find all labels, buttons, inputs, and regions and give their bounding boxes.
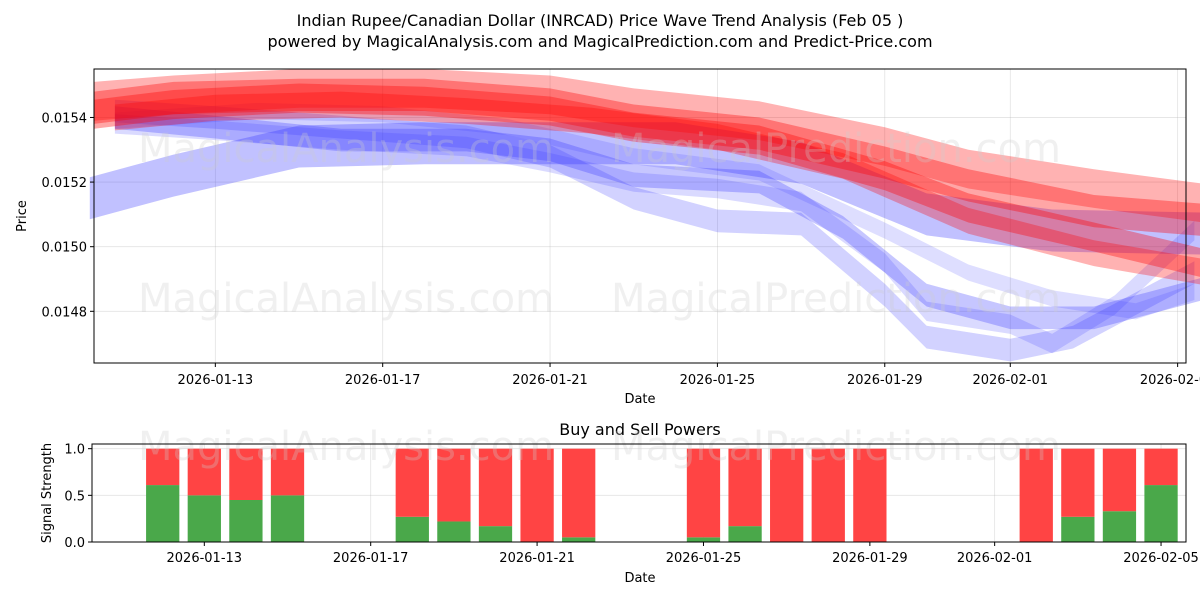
buy-bar <box>395 516 429 542</box>
blue-wave-band <box>89 122 1200 255</box>
buy-bar <box>562 537 596 542</box>
sell-bar <box>1144 448 1178 486</box>
power-x-axis-label: Date <box>624 571 655 586</box>
sell-bar <box>853 448 887 542</box>
buy-bar <box>1102 511 1137 542</box>
price-panel-watermarks: MagicalAnalysis.com MagicalPrediction.co… <box>138 126 1061 322</box>
sell-bar <box>1102 448 1137 512</box>
buy-bar <box>146 485 180 542</box>
watermark-analysis-bottom: MagicalAnalysis.com <box>138 424 554 470</box>
power-x-tick-label: 2026-01-29 <box>832 551 908 566</box>
price-y-tick-label: 0.0154 <box>42 111 88 126</box>
power-y-tick-label: 0.5 <box>64 489 85 504</box>
buy-bar <box>728 526 762 542</box>
power-x-tick-label: 2026-01-13 <box>167 551 243 566</box>
power-x-tick-label: 2026-02-01 <box>957 551 1033 566</box>
price-x-tick-label: 2026-01-29 <box>847 373 923 388</box>
red-wave-band <box>94 69 1200 223</box>
price-x-tick-label: 2026-01-21 <box>512 373 588 388</box>
power-panel-title: Buy and Sell Powers <box>559 420 721 439</box>
price-x-tick-label: 2026-02-05 <box>1140 373 1200 388</box>
blue-wave-band <box>114 106 1200 330</box>
watermark-analysis-top: MagicalAnalysis.com <box>138 126 554 172</box>
chart-title-line2: powered by MagicalAnalysis.com and Magic… <box>267 32 932 51</box>
price-x-tick-label: 2026-01-13 <box>178 373 254 388</box>
watermark-prediction-mid: MagicalPrediction.com <box>611 276 1061 322</box>
buy-bar <box>270 495 305 542</box>
sell-bar <box>395 448 429 517</box>
price-x-tick-label: 2026-01-17 <box>345 373 421 388</box>
sell-bar <box>520 448 554 542</box>
blue-wave-band <box>114 99 1195 362</box>
price-x-tick-label: 2026-01-25 <box>680 373 756 388</box>
buy-bar <box>1061 516 1095 542</box>
sell-bar <box>811 448 845 542</box>
power-x-tick-label: 2026-01-17 <box>333 551 409 566</box>
sell-bar <box>437 448 471 522</box>
sell-bar <box>187 448 221 496</box>
price-x-axis-label: Date <box>624 392 655 407</box>
red-wave-band <box>94 83 1200 277</box>
watermark-prediction-bottom: MagicalPrediction.com <box>611 424 1061 470</box>
buy-bar <box>229 500 263 542</box>
chart-title-line1: Indian Rupee/Canadian Dollar (INRCAD) Pr… <box>297 11 904 30</box>
buy-bar <box>686 537 721 542</box>
price-y-tick-label: 0.0150 <box>42 241 88 256</box>
sell-bar <box>229 448 263 500</box>
sell-bar <box>270 448 305 496</box>
watermark-analysis-mid: MagicalAnalysis.com <box>138 276 554 322</box>
price-panel-frame <box>93 68 1187 364</box>
buy-bar <box>187 495 221 542</box>
power-x-tick-label: 2026-02-05 <box>1123 551 1199 566</box>
red-wave-band <box>94 78 1200 236</box>
sell-bar <box>686 448 721 538</box>
price-y-tick-label: 0.0148 <box>42 305 88 320</box>
price-panel: MagicalAnalysis.com MagicalPrediction.co… <box>15 68 1200 407</box>
price-y-axis-label: Price <box>15 200 30 232</box>
power-x-tick-label: 2026-01-21 <box>499 551 575 566</box>
sell-bar <box>770 448 804 542</box>
power-x-tick-label: 2026-01-25 <box>666 551 742 566</box>
sell-bar <box>562 448 596 538</box>
power-panel-frame <box>91 443 1187 543</box>
buy-bar <box>478 526 513 542</box>
price-y-tick-label: 0.0152 <box>42 176 88 191</box>
sell-bar <box>1061 448 1095 517</box>
power-panel: Buy and Sell Powers MagicalAnalysis.com … <box>40 420 1199 586</box>
power-panel-watermarks: MagicalAnalysis.com MagicalPrediction.co… <box>138 424 1061 470</box>
buy-bar <box>437 521 471 542</box>
price-x-tick-label: 2026-02-01 <box>972 373 1048 388</box>
blue-wave-band <box>114 114 1195 354</box>
blue-wave-band <box>114 102 1195 320</box>
sell-bar <box>478 448 513 527</box>
buy-bar <box>1144 485 1178 542</box>
power-y-tick-label: 0.0 <box>64 536 85 551</box>
watermark-prediction-top: MagicalPrediction.com <box>611 126 1061 172</box>
power-y-tick-label: 1.0 <box>64 443 85 458</box>
sell-bar <box>1019 448 1053 542</box>
red-wave-band <box>114 91 1200 285</box>
power-y-axis-label: Signal Strength <box>40 443 55 543</box>
sell-bar <box>728 448 762 527</box>
sell-bar <box>146 448 180 486</box>
